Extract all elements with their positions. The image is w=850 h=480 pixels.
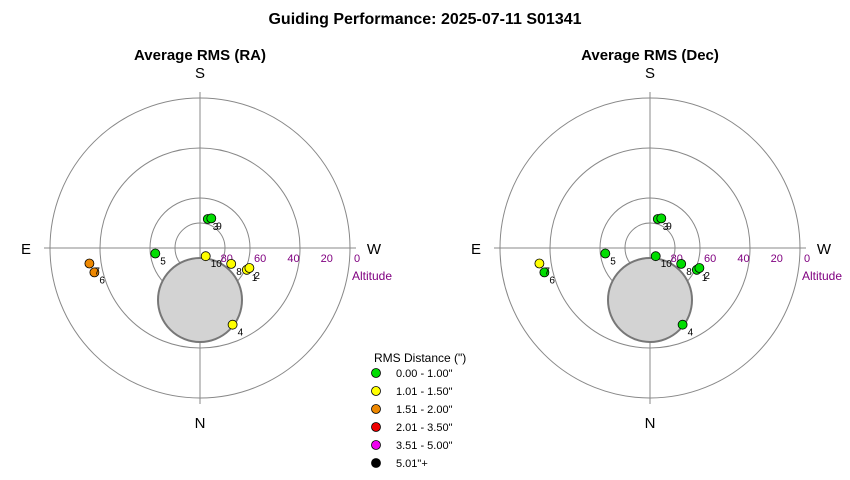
legend: RMS Distance (") 0.00 - 1.00" 1.01 - 1.50… (371, 351, 466, 470)
altitude-tick-label: 0 (354, 253, 360, 265)
data-point (539, 267, 550, 278)
data-point-label: 7 (544, 267, 550, 278)
data-point (676, 258, 687, 269)
legend-marker (371, 458, 381, 468)
legend-entry-label: 2.01 - 3.50" (396, 422, 453, 434)
legend-entry-label: 5.01"+ (396, 458, 428, 470)
data-point (226, 258, 237, 269)
data-point-label: 8 (686, 267, 692, 278)
data-point (206, 213, 217, 224)
direction-north: N (195, 415, 206, 432)
data-point (89, 267, 100, 278)
data-point-label: 1 (702, 273, 708, 284)
legend-entry-label: 1.01 - 1.50" (396, 386, 453, 398)
data-point-label: 5 (160, 257, 166, 268)
data-point-label: 6 (549, 275, 555, 286)
legend-marker (371, 404, 381, 414)
data-point (227, 319, 238, 330)
data-point (694, 263, 705, 273)
legend-marker (371, 440, 381, 450)
direction-east: E (471, 241, 481, 258)
data-point-label: 3 (213, 222, 219, 233)
data-point (244, 263, 255, 273)
data-point (650, 251, 661, 262)
altitude-tick-label: 40 (737, 253, 749, 265)
chart-title: Average RMS (Dec) (581, 47, 719, 64)
altitude-tick-label: 40 (287, 253, 299, 265)
data-point (150, 248, 161, 259)
altitude-axis-label: Altitude (802, 269, 842, 283)
data-point-label: 8 (236, 267, 242, 278)
altitude-tick-label: 0 (804, 253, 810, 265)
data-point-label: 10 (211, 259, 223, 270)
data-point (200, 251, 211, 262)
legend-marker (371, 368, 381, 378)
legend-marker (371, 386, 381, 396)
altitude-tick-label: 60 (704, 253, 716, 265)
chart-title: Average RMS (RA) (134, 47, 266, 64)
altitude-tick-label: 20 (771, 253, 783, 265)
polar-chart-1: Average RMS (Dec)SNE W80 60 40 20 0Altitude12… (471, 47, 842, 432)
legend-title: RMS Distance (") (374, 351, 466, 365)
data-point (677, 319, 688, 330)
data-point-label: 2 (254, 271, 260, 282)
data-point-label: 7 (94, 267, 100, 278)
altitude-tick-label: 20 (321, 253, 333, 265)
legend-entry-label: 1.51 - 2.00" (396, 404, 453, 416)
data-point (534, 258, 545, 269)
data-point-label: 2 (704, 271, 710, 282)
figure-title: Guiding Performance: 2025-07-11 S01341 (268, 11, 581, 28)
direction-north: N (645, 415, 656, 432)
legend-entry-label: 0.00 - 1.00" (396, 368, 453, 380)
direction-west: W (367, 241, 382, 258)
data-point-label: 6 (99, 275, 105, 286)
altitude-tick-label: 60 (254, 253, 266, 265)
data-point (656, 213, 667, 224)
pole-exclusion-disc (607, 257, 693, 343)
data-point-label: 9 (666, 221, 672, 232)
data-point (84, 258, 95, 269)
data-point-label: 5 (610, 257, 616, 268)
altitude-axis-label: Altitude (352, 269, 392, 283)
legend-marker (371, 422, 381, 432)
data-point-label: 10 (661, 259, 673, 270)
data-point-label: 9 (216, 221, 222, 232)
data-point-label: 4 (238, 328, 244, 339)
direction-west: W (817, 241, 832, 258)
polar-chart-0: Average RMS (RA)SNE W80 60 40 20 0Altitude123… (21, 47, 392, 432)
data-point-label: 4 (688, 328, 694, 339)
data-point-label: 1 (252, 273, 258, 284)
data-point (600, 248, 611, 259)
legend-entry-label: 3.51 - 5.00" (396, 440, 453, 452)
direction-south: S (195, 65, 205, 82)
direction-south: S (645, 65, 655, 82)
data-point-label: 3 (663, 222, 669, 233)
direction-east: E (21, 241, 31, 258)
pole-exclusion-disc (157, 257, 243, 343)
